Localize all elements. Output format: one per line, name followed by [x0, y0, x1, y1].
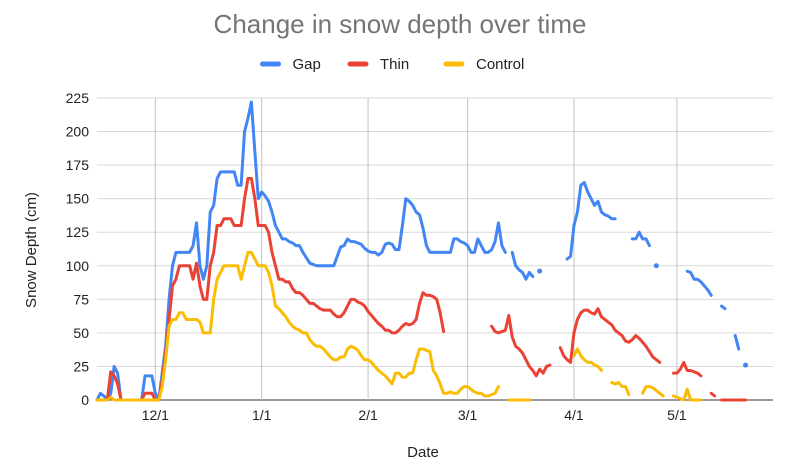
y-tick-label: 50 [73, 325, 89, 341]
series-line-thin [671, 360, 703, 378]
series-line-gap [733, 334, 741, 351]
series-line-gap [720, 304, 727, 311]
series-line-gap [630, 230, 651, 248]
y-tick-label: 25 [73, 358, 89, 374]
data-point-gap [743, 362, 749, 368]
chart-title: Change in snow depth over time [214, 9, 587, 39]
series-line-gap [510, 250, 535, 281]
y-tick-label: 125 [66, 224, 90, 240]
y-axis-label: Snow Depth (cm) [23, 192, 40, 308]
legend-label-gap: Gap [293, 56, 321, 73]
y-tick-label: 0 [81, 392, 89, 408]
y-axis-ticks: 0 25 50 75 100 125 150 175 200 225 [66, 90, 90, 408]
x-axis-label: Date [407, 444, 439, 461]
series-line-control [641, 385, 665, 398]
series-line-thin [709, 391, 717, 398]
series-line-control [95, 250, 500, 402]
series-lines [95, 100, 749, 402]
y-tick-label: 100 [66, 258, 90, 274]
series-line-gap [95, 100, 507, 402]
data-point-gap [653, 263, 659, 269]
legend-label-thin: Thin [380, 56, 409, 73]
x-tick-label: 2/1 [358, 407, 378, 423]
series-line-thin [558, 307, 662, 364]
legend-label-control: Control [476, 56, 524, 73]
legend: Gap Thin Control [260, 56, 524, 73]
series-line-control [671, 387, 703, 402]
vertical-gridlines [154, 98, 678, 400]
x-tick-label: 1/1 [252, 407, 272, 423]
series-line-control [572, 347, 603, 372]
x-axis-ticks: 12/1 1/1 2/1 3/1 4/1 5/1 [142, 407, 687, 423]
x-tick-label: 5/1 [667, 407, 687, 423]
series-line-control [610, 381, 631, 397]
y-tick-label: 225 [66, 90, 90, 106]
series-line-thin [490, 313, 552, 378]
series-line-gap [565, 181, 617, 261]
x-tick-label: 4/1 [564, 407, 584, 423]
y-tick-label: 150 [66, 191, 90, 207]
series-line-gap [685, 269, 713, 297]
y-tick-label: 200 [66, 124, 90, 140]
x-tick-label: 3/1 [458, 407, 478, 423]
y-tick-label: 175 [66, 157, 90, 173]
series-control [95, 250, 703, 402]
x-tick-label: 12/1 [142, 407, 169, 423]
data-point-gap [537, 268, 543, 274]
y-tick-label: 75 [73, 291, 89, 307]
